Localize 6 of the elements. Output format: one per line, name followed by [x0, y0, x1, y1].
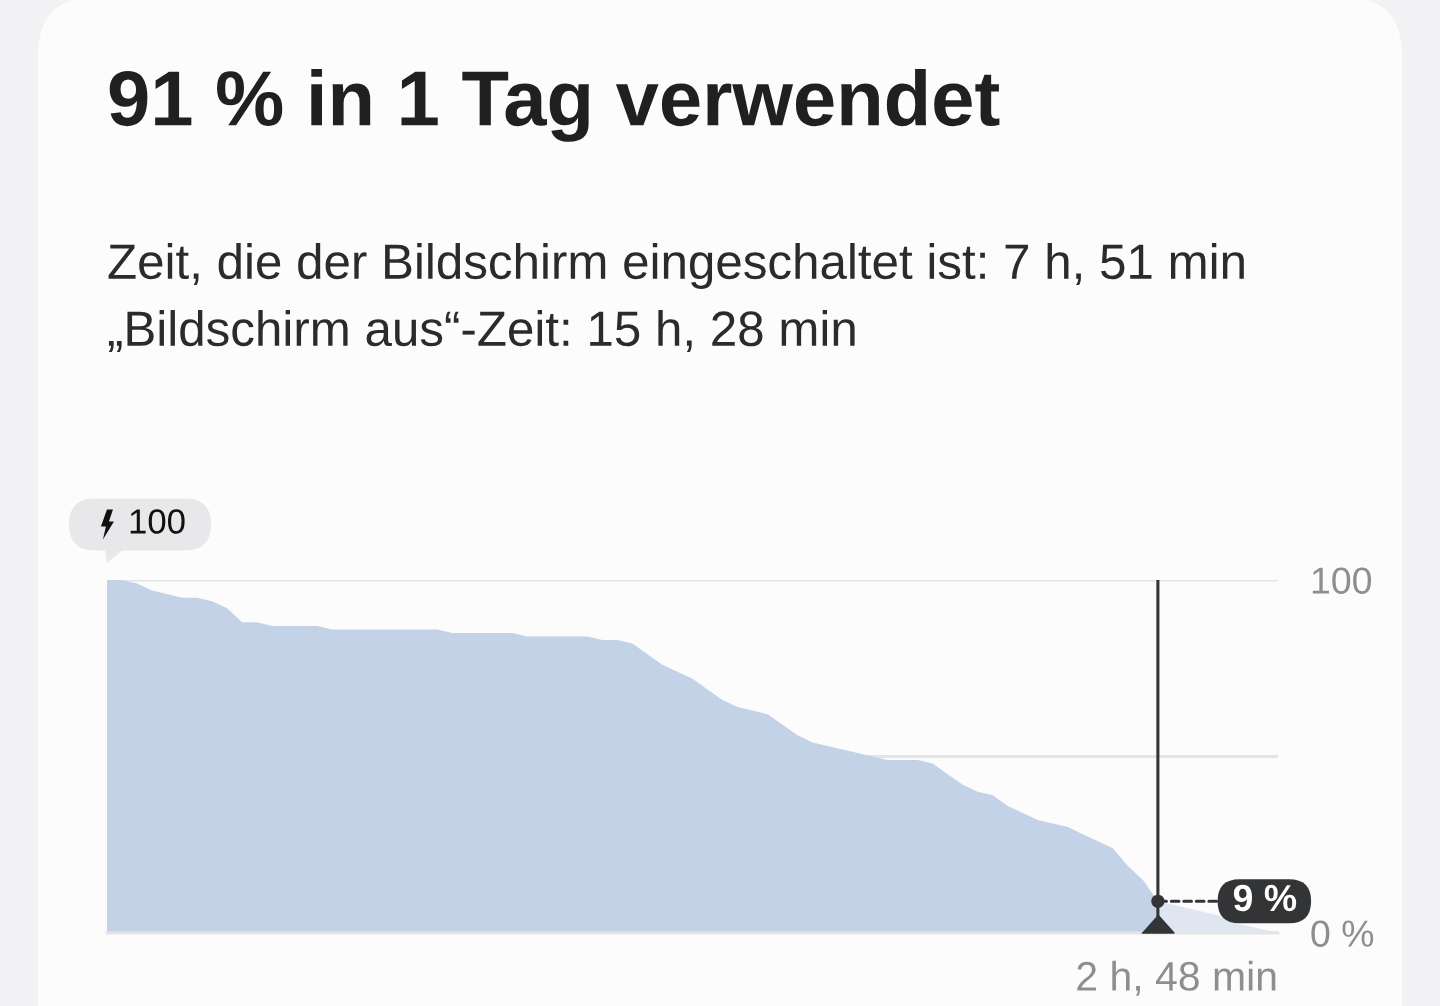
chart-subtitle: Zeit, die der Bildschirm eingeschaltet ist: 7 h, 51 min „Bildschirm aus“-Zeit: 15 h, 28 min [108, 243, 1244, 353]
y-tick-label: 0 % [1311, 920, 1374, 947]
chart-title: 91 % in 1 Tag verwendet [109, 69, 1000, 142]
text: 100 [130, 509, 185, 534]
text: 2 h, 48 min [1077, 960, 1276, 996]
annotation: 9 % [1233, 884, 1297, 912]
